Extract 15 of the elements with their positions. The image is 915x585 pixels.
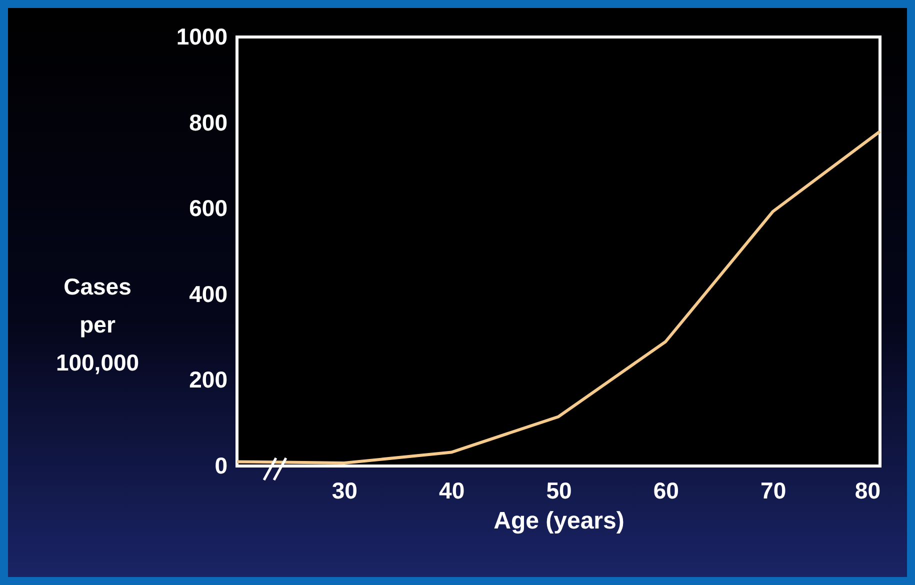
- y-tick-label: 800: [189, 109, 228, 136]
- y-tick-label: 1000: [176, 24, 228, 50]
- x-axis-title: Age (years): [494, 508, 624, 534]
- x-tick-label: 30: [332, 478, 358, 504]
- y-tick-label: 400: [189, 280, 228, 307]
- y-tick-label: 200: [189, 366, 228, 393]
- x-tick-label: 80: [854, 478, 880, 504]
- y-axis-title: Cases per 100,000: [56, 274, 140, 376]
- x-tick-label: 40: [439, 478, 465, 504]
- x-tick-label: 60: [653, 478, 679, 504]
- x-tick-label: 50: [546, 478, 572, 504]
- x-tick-label: 70: [760, 478, 786, 504]
- y-tick-label: 0: [214, 452, 228, 478]
- line-series: [236, 130, 882, 464]
- y-tick-label: 600: [189, 195, 228, 222]
